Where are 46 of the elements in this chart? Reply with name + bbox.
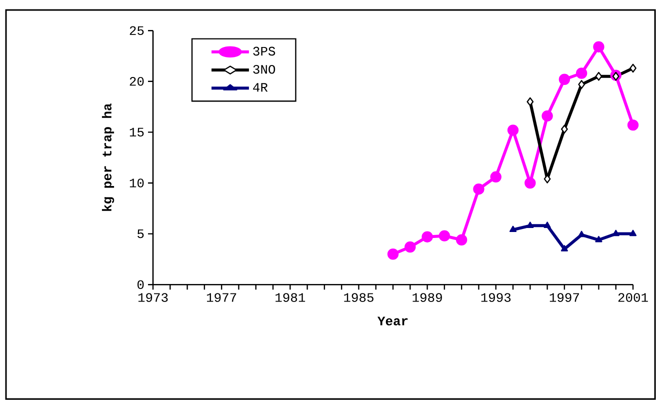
point [456,234,468,246]
point [490,171,502,182]
point [578,230,586,238]
point [593,41,604,52]
x-tick-label: 1973 [138,293,168,302]
point [526,97,534,106]
x-tick-label: 1993 [481,293,511,302]
point [509,226,517,232]
point [595,236,602,242]
y-tick-label: 15 [130,128,144,137]
point [560,245,568,252]
point [544,222,551,228]
y-tick-label: 5 [138,229,144,238]
y-tick-label: 0 [137,280,144,289]
point [438,230,450,242]
y-tick-label: 10 [130,178,144,188]
point [404,241,416,253]
point [558,74,570,85]
point [576,68,588,79]
x-tick-label: 1985 [344,293,374,302]
x-tick-label: 1989 [412,293,442,302]
point [387,248,399,260]
point [473,183,484,195]
legend-label: 4R [253,83,268,92]
x-tick-label: 1997 [550,293,579,302]
x-axis-title: Year [377,316,408,326]
point [524,177,536,189]
point [612,230,620,236]
point [526,222,534,228]
point [595,72,602,81]
point [630,64,636,73]
y-tick-label: 25 [130,26,144,35]
point [422,231,433,242]
x-tick-label: 1981 [276,293,306,302]
x-tick-label: 1977 [206,293,236,302]
y-tick-label: 20 [130,76,144,86]
point [629,230,637,236]
point [542,110,553,122]
y-axis-title: kg per trap ha [102,104,114,211]
point [627,119,639,131]
legend-label: 3PS [253,46,276,56]
legend-label: 3NO [253,64,276,74]
point [507,124,519,136]
x-tick-label: 2001 [618,293,648,302]
point [578,80,586,89]
point [560,124,568,134]
